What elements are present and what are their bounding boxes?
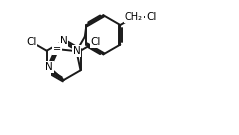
Text: CH₂: CH₂ xyxy=(125,12,143,22)
Text: N: N xyxy=(43,65,50,75)
Text: Cl: Cl xyxy=(26,37,37,47)
Text: N: N xyxy=(60,36,67,46)
Text: Cl: Cl xyxy=(146,12,157,22)
Text: N: N xyxy=(73,46,80,56)
Text: N: N xyxy=(45,62,53,72)
Text: =: = xyxy=(53,44,61,54)
Text: Cl: Cl xyxy=(91,37,101,47)
